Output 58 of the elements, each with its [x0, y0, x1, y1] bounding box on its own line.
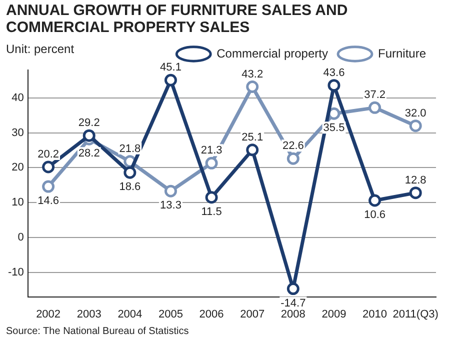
point [409, 120, 422, 132]
point [328, 79, 340, 92]
point [124, 166, 136, 179]
source-note: Source: The National Bureau of Statistics [6, 326, 189, 337]
x-tick-label: 2009 [322, 308, 346, 320]
data-label: -14.7 [280, 297, 306, 310]
point [42, 180, 55, 193]
data-label: 13.3 [160, 200, 182, 212]
data-label: 21.8 [119, 142, 141, 155]
point [246, 80, 259, 93]
x-tick-label: 2007 [240, 308, 265, 320]
x-tick-label: 2008 [280, 308, 306, 320]
data-label: 37.2 [364, 89, 386, 102]
y-tick-label: 20 [12, 162, 24, 174]
legend-label: Commercial property [216, 46, 328, 60]
point [205, 191, 218, 204]
point [42, 160, 55, 174]
data-label: 11.5 [201, 206, 222, 218]
data-label: 12.8 [404, 174, 426, 186]
x-tick-label: 2005 [158, 308, 183, 320]
data-label: 14.6 [38, 195, 60, 208]
y-tick-label: 30 [12, 126, 24, 139]
data-label: 21.3 [200, 144, 222, 157]
chart-title: ANNUAL GROWTH OF FURNITURE SALES AND COMMERCIAL PROPERTY SALES [6, 2, 349, 36]
data-label: 28.2 [78, 148, 100, 160]
point [82, 129, 96, 142]
point [286, 152, 300, 165]
point [368, 194, 382, 207]
legend-label: Furniture [378, 46, 426, 60]
y-tick-label: -10 [8, 266, 24, 278]
x-tick-label: 2004 [118, 308, 142, 320]
y-tick-label: 10 [12, 196, 24, 209]
data-label: 45.1 [160, 62, 182, 74]
data-label: 32.0 [404, 107, 426, 120]
y-tick-label: 0 [18, 232, 24, 244]
x-tick-label: 2002 [36, 308, 61, 320]
data-label: 18.6 [119, 181, 141, 194]
point [368, 101, 382, 114]
point [286, 282, 300, 296]
point [409, 186, 422, 200]
data-label: 43.6 [323, 66, 345, 79]
y-tick-label: 40 [12, 92, 24, 104]
data-label: 22.6 [282, 140, 304, 152]
data-label: 43.2 [242, 68, 264, 80]
point [246, 144, 259, 156]
point [205, 156, 218, 170]
x-tick-label: 2003 [76, 308, 102, 320]
data-label: 35.5 [323, 122, 345, 134]
x-tick-label: 2011(Q3) [392, 308, 438, 320]
x-tick-label: 2006 [199, 308, 224, 320]
data-label: 29.2 [78, 117, 100, 130]
chart-subtitle: Unit: percent [6, 42, 74, 56]
point [164, 184, 177, 198]
point [164, 74, 177, 86]
x-tick-label: 2010 [362, 308, 388, 320]
data-label: 10.6 [364, 209, 386, 222]
data-label: 20.2 [38, 148, 60, 161]
data-label: 25.1 [242, 131, 264, 144]
